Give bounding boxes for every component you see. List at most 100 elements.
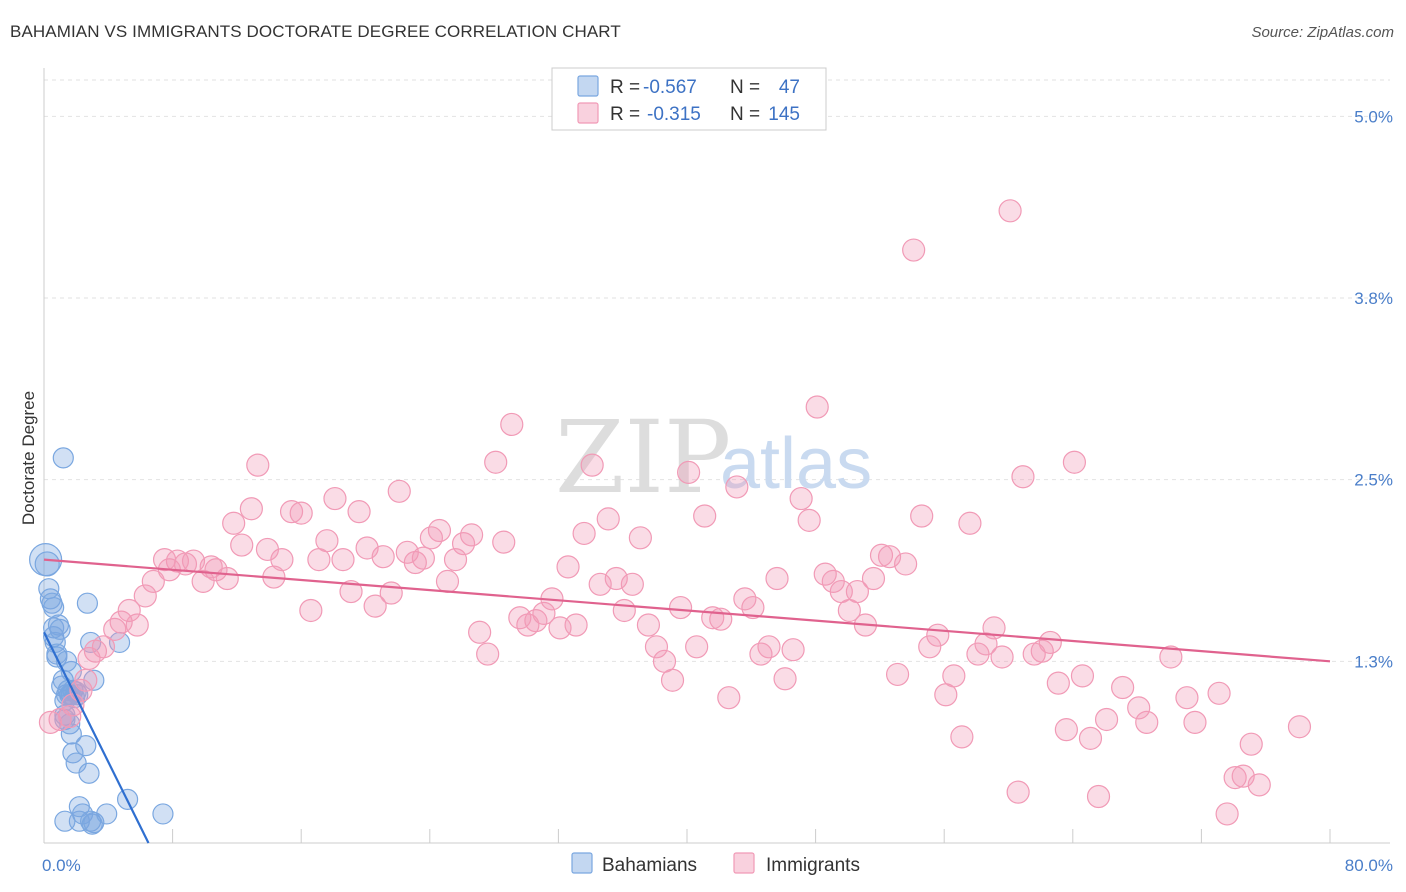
point-bahamians [54,810,76,832]
point-immigrants [315,529,339,553]
y-axis-label: Doctorate Degree [19,391,38,525]
point-immigrants [484,450,508,474]
point-immigrants [998,199,1022,223]
point-immigrants [1215,802,1239,826]
point-immigrants [773,667,797,691]
point-immigrants [323,486,347,511]
point-immigrants [246,453,270,477]
trend-lines [43,558,1331,844]
point-bahamians [76,592,99,614]
trendline-bahamians [43,631,150,844]
gridlines [44,79,1390,662]
point-bahamians [152,803,174,825]
point-immigrants [230,533,254,557]
point-bahamians [34,551,60,577]
y-tick-label: 3.8% [1354,289,1393,308]
point-immigrants [339,579,363,604]
point-immigrants [580,453,604,477]
bottom-legend-label: Bahamians [602,855,697,876]
point-immigrants [371,545,395,569]
data-points [29,199,1312,835]
point-immigrants [1030,639,1054,663]
point-immigrants [693,504,717,528]
point-immigrants [918,635,942,659]
point-immigrants [869,543,894,567]
point-immigrants [1086,784,1111,809]
point-immigrants [451,532,476,556]
point-bahamians [83,812,105,834]
point-immigrants [279,500,304,524]
watermark-atlas: atlas [720,424,872,504]
point-immigrants [885,662,910,687]
point-immigrants [765,566,789,591]
point-immigrants [620,572,644,596]
point-immigrants [133,584,157,608]
point-immigrants [103,617,127,641]
point-immigrants [1159,645,1183,669]
point-immigrants [289,501,313,525]
point-immigrants [468,620,492,644]
point-immigrants [942,664,966,688]
source-attribution: Source: ZipAtlas.com [1251,24,1394,41]
point-immigrants [668,595,693,620]
point-immigrants [1183,710,1207,734]
point-immigrants [596,507,620,531]
watermark: ZIP atlas [555,399,872,516]
legend-box: R = -0.567 N = 47 R = -0.315 N = 145 [551,67,827,131]
point-immigrants [435,569,460,594]
point-immigrants [1175,686,1199,710]
point-immigrants [685,635,709,659]
point-immigrants [74,668,98,692]
bottom-legend-swatch-bahamians [571,852,593,874]
point-immigrants [781,638,805,662]
point-bahamians [43,596,65,619]
point-immigrants [191,569,215,594]
point-immigrants [38,710,63,734]
point-immigrants [741,595,765,620]
point-immigrants [902,238,926,262]
legend-r-label: R = [610,104,640,125]
legend-swatch-immigrants [577,102,599,124]
point-immigrants [861,566,886,591]
point-immigrants [1127,696,1151,720]
point-immigrants [215,566,239,591]
point-immigrants [733,587,757,611]
point-bahamians [49,618,71,640]
bottom-legend-swatch-immigrants [733,852,755,874]
point-immigrants [1223,765,1247,790]
point-immigrants [500,412,524,437]
legend-n-value: 145 [768,104,800,125]
point-immigrants [910,504,934,528]
point-immigrants [845,579,869,604]
legend-n-value: 47 [779,77,800,98]
point-immigrants [91,635,116,659]
legend-r-value: -0.315 [647,104,701,125]
point-immigrants [1247,773,1271,797]
point-immigrants [1135,710,1159,734]
point-immigrants [1070,664,1095,688]
trendline-immigrants [43,558,1331,663]
point-immigrants [789,486,813,511]
point-immigrants [299,598,323,623]
point-immigrants [411,546,435,570]
point-immigrants [894,552,918,576]
point-immigrants [805,395,829,419]
x-tick-label: 0.0% [42,856,81,875]
point-immigrants [677,460,701,484]
legend-r-value: -0.567 [643,77,697,98]
point-immigrants [958,511,982,535]
point-immigrants [1094,707,1119,732]
point-immigrants [331,547,355,572]
x-tick-label: 80.0% [1345,856,1393,875]
point-immigrants [48,707,72,732]
point-immigrants [1111,675,1135,700]
point-immigrants [427,518,452,543]
point-immigrants [572,521,596,546]
bottom-legend-label: Immigrants [766,855,860,876]
point-immigrants [1062,450,1087,474]
point-immigrants [797,508,821,532]
point-immigrants [117,598,141,623]
point-immigrants [1054,718,1078,742]
point-immigrants [1038,630,1062,655]
point-immigrants [476,642,500,666]
